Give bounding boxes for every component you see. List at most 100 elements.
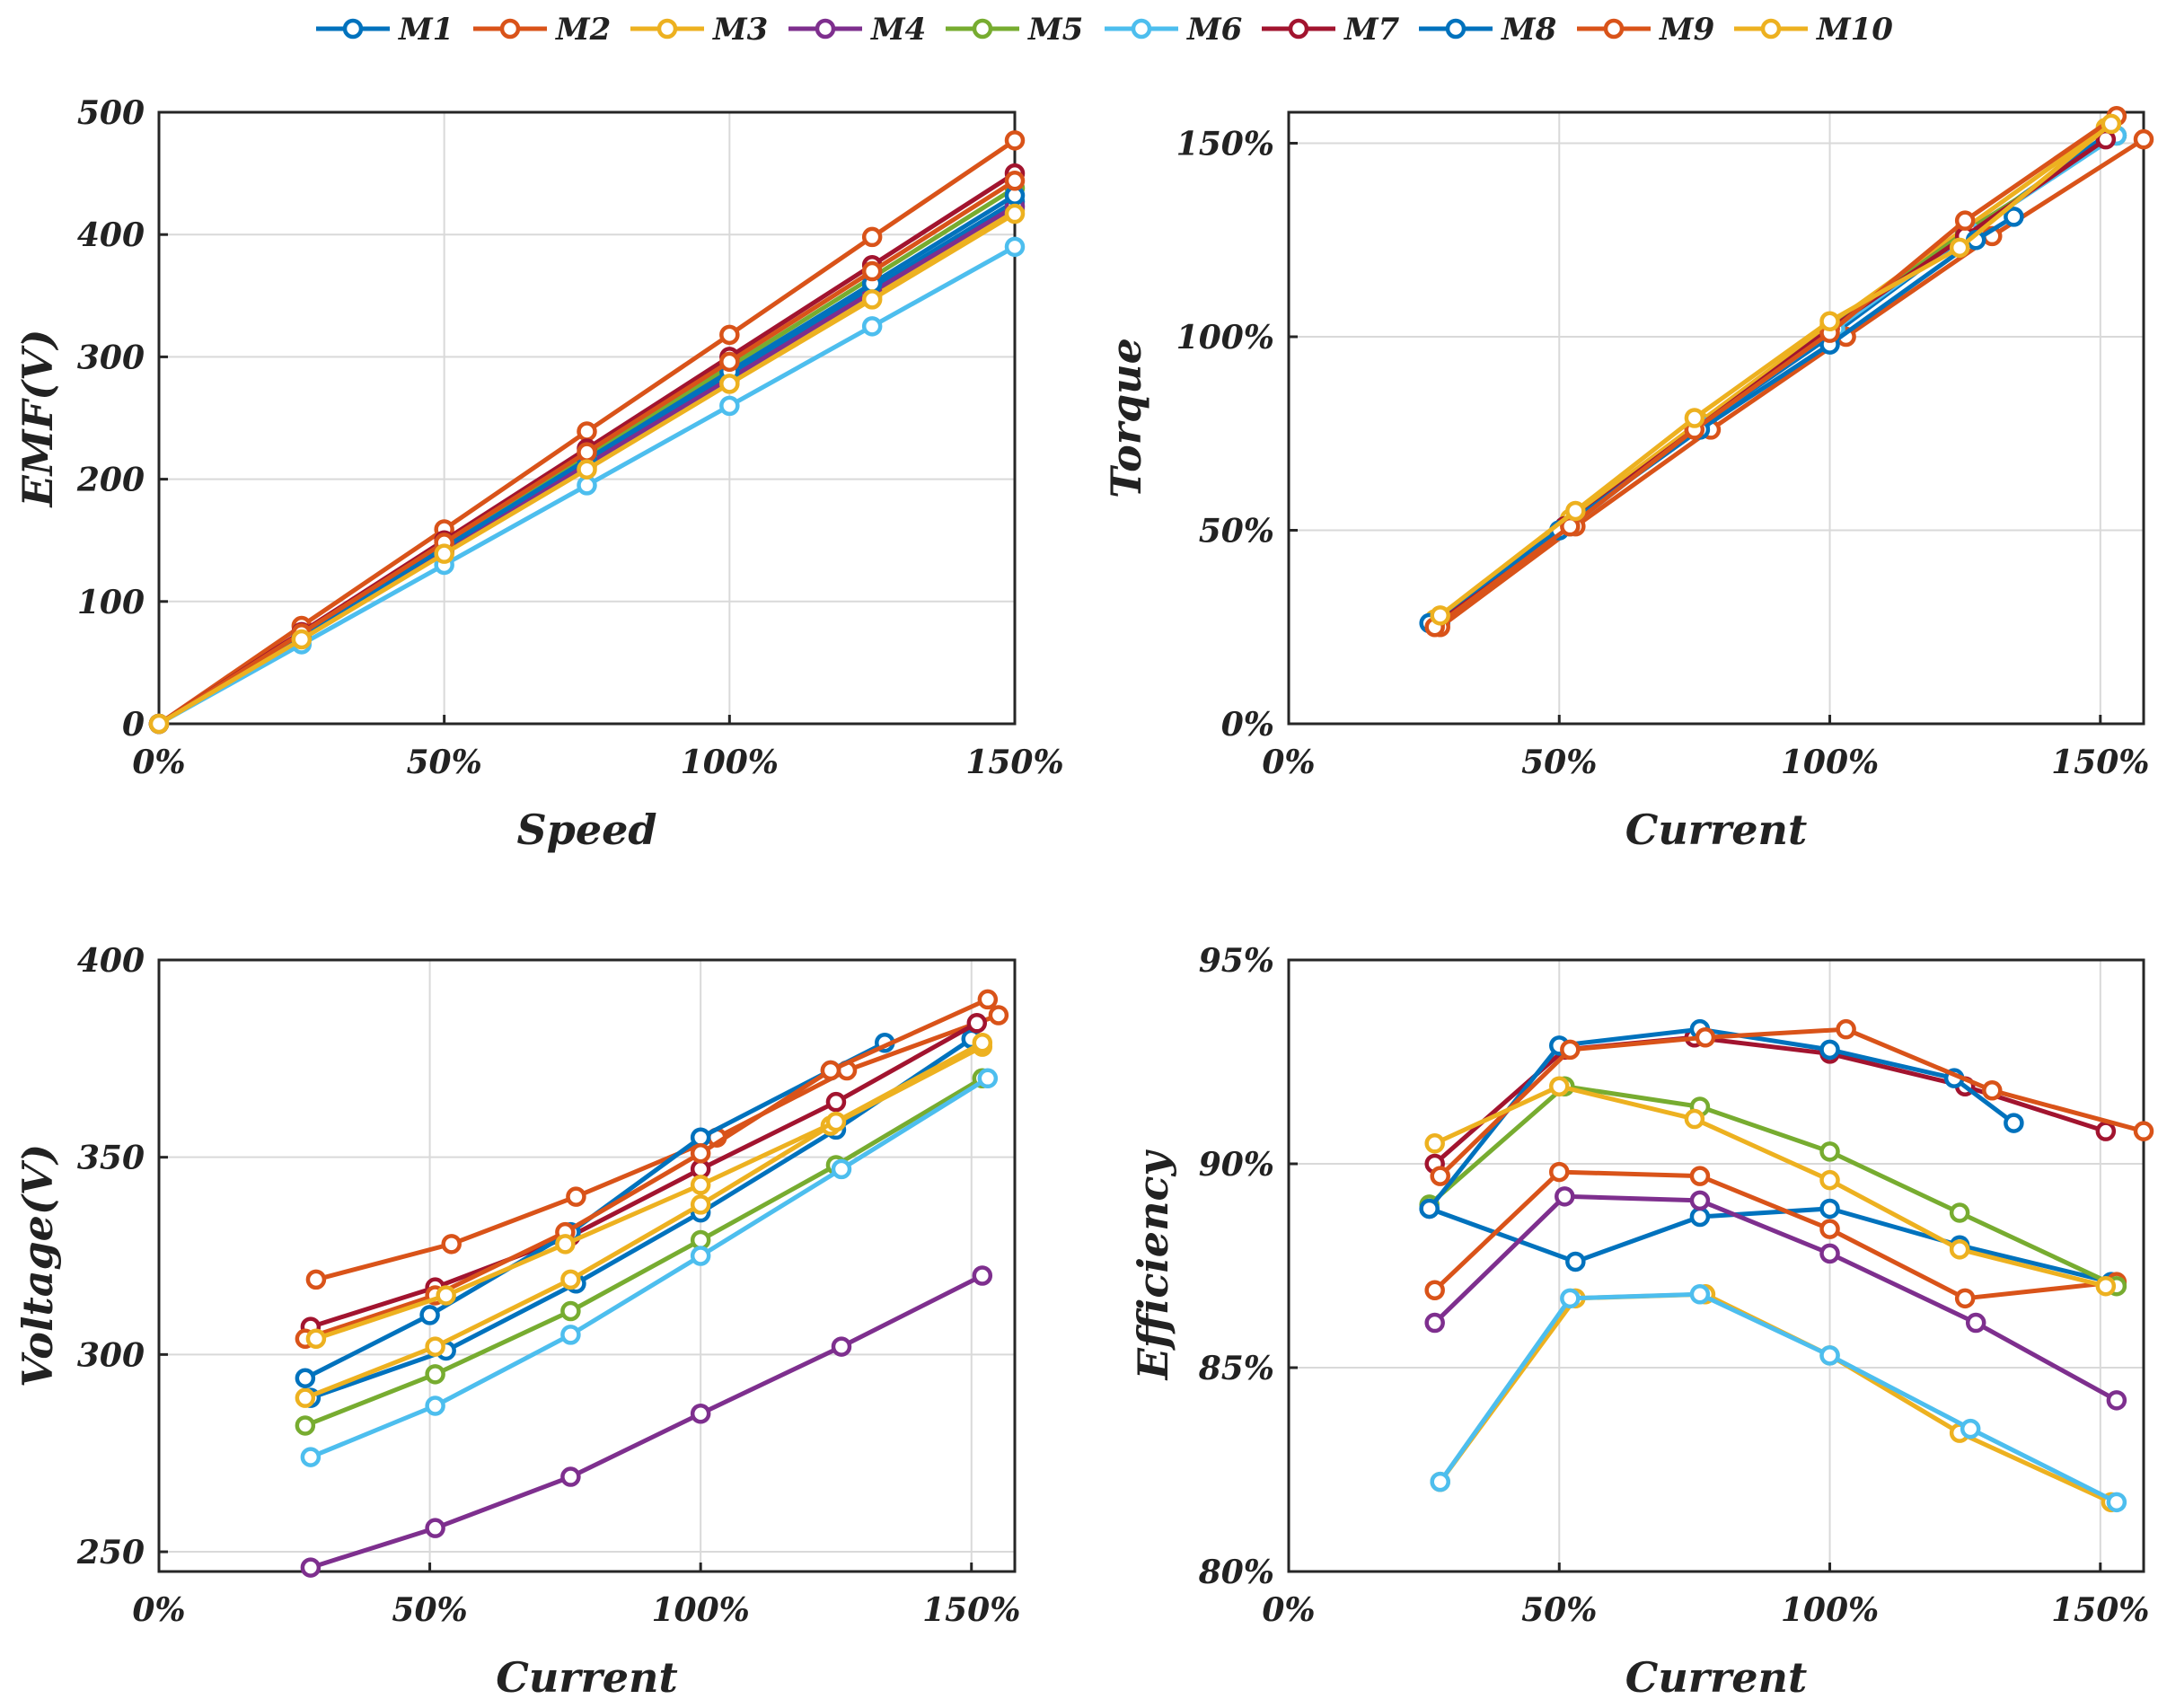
series-m10 <box>1430 113 2122 626</box>
data-point-m10 <box>1819 1169 1840 1191</box>
data-point-m4 <box>300 1557 321 1578</box>
data-point-m4 <box>972 1265 993 1286</box>
data-point-m4 <box>560 1466 581 1487</box>
y-tick-label: 500 <box>77 94 145 132</box>
data-point-m2 <box>861 226 883 248</box>
data-point-m9 <box>719 351 740 373</box>
series-line-m6 <box>1438 1291 2118 1505</box>
legend-item-m8: M8 <box>1419 12 1556 48</box>
series-line-m5 <box>304 1076 984 1428</box>
x-tick-label: 50% <box>1521 744 1597 781</box>
y-tick-label: 200 <box>76 462 145 499</box>
series-m2 <box>1430 128 2154 638</box>
series-line-m10 <box>315 1041 983 1342</box>
y-axis-label: Torque <box>1102 338 1150 498</box>
data-point-m9 <box>1004 171 1026 191</box>
x-tick-label: 0% <box>132 1591 185 1629</box>
legend-marker <box>972 18 993 40</box>
legend-marker <box>499 18 521 40</box>
x-tick-label: 150% <box>2051 744 2149 781</box>
series-m6 <box>300 1068 999 1467</box>
legend-label: M9 <box>1659 12 1714 48</box>
data-point-m10 <box>436 1285 456 1306</box>
data-point-m1 <box>1689 1206 1711 1228</box>
data-point-m9 <box>1836 1018 1856 1040</box>
data-point-m6 <box>425 1395 445 1416</box>
series-line-m2 <box>1439 137 2145 629</box>
data-point-m10 <box>1424 1133 1445 1154</box>
data-point-m8 <box>295 1368 316 1388</box>
data-point-m9 <box>577 442 597 462</box>
plot-frame <box>1287 958 2145 1573</box>
y-tick-label: 150% <box>1176 125 1274 163</box>
legend-label: M5 <box>1027 12 1083 48</box>
series-line-m3 <box>1433 126 2108 621</box>
data-point-m10 <box>690 1175 711 1195</box>
legend-label: M7 <box>1343 12 1400 48</box>
data-point-m9 <box>861 260 883 282</box>
x-tick-label: 100% <box>1781 1591 1879 1629</box>
y-tick-label: 0% <box>1221 706 1274 744</box>
series-line-m10 <box>1439 121 2113 618</box>
series-line-m7 <box>310 1021 979 1329</box>
data-point-m7 <box>966 1013 988 1034</box>
series-m2 <box>1424 1161 2127 1309</box>
y-tick-label: 50% <box>1199 512 1274 550</box>
emf-vs-speed-chart: 0% 50% 100% 150% 0 100 200 300 400 500 Speed EMF(V) <box>13 94 1064 854</box>
data-point-m7 <box>690 1158 711 1180</box>
x-axis-label: Speed <box>516 806 656 854</box>
data-point-m8 <box>2004 1113 2024 1133</box>
series-line-m2 <box>1432 1169 2118 1301</box>
plot-frame <box>157 958 1017 1573</box>
data-point-m10 <box>825 1111 847 1132</box>
series-line-m6 <box>309 1076 990 1459</box>
legend-label: M6 <box>1186 12 1242 48</box>
data-point-m8 <box>1419 1198 1440 1219</box>
data-point-m7 <box>825 1091 847 1113</box>
plot-frame <box>157 110 1017 726</box>
data-point-m8 <box>690 1127 711 1148</box>
y-tick-label: 300 <box>77 1336 145 1374</box>
data-point-m2 <box>988 1005 1009 1026</box>
legend: M1 M2 M3 M4 M5 M6 M7 M8 M9 M10 <box>316 12 1893 48</box>
legend-label: M10 <box>1816 12 1893 48</box>
data-point-m6 <box>1560 1288 1581 1309</box>
data-point-m8 <box>419 1305 440 1325</box>
data-point-m4 <box>1965 1312 1986 1334</box>
series-line-m7 <box>1433 1034 2107 1166</box>
legend-marker <box>1603 18 1625 40</box>
data-point-m3 <box>295 1387 316 1408</box>
data-point-m5 <box>1949 1202 1970 1223</box>
legend-item-m9: M9 <box>1577 12 1714 48</box>
legend-marker <box>815 18 836 40</box>
data-point-m10 <box>1549 1076 1570 1096</box>
y-axis-label: Voltage(V) <box>13 1144 62 1387</box>
legend-label: M8 <box>1501 12 1556 48</box>
y-tick-label: 250 <box>76 1534 145 1572</box>
y-tick-label: 400 <box>77 942 145 980</box>
data-point-m3 <box>560 1269 581 1290</box>
series-line-m2 <box>315 1013 1000 1282</box>
data-point-m10 <box>719 374 740 394</box>
series-line-m1 <box>310 1036 973 1401</box>
data-point-m10 <box>1949 237 1970 259</box>
legend-marker <box>1760 18 1782 40</box>
data-point-m2 <box>577 421 597 442</box>
data-point-m10 <box>148 713 170 735</box>
data-point-m5 <box>690 1229 711 1251</box>
y-tick-label: 300 <box>77 339 145 376</box>
data-point-m7 <box>2095 1121 2117 1141</box>
data-point-m2 <box>305 1269 327 1290</box>
legend-item-m1: M1 <box>316 12 454 48</box>
data-point-m9 <box>690 1143 711 1164</box>
data-point-m4 <box>1819 1243 1840 1264</box>
series-m7 <box>300 1013 988 1337</box>
series-line-m9 <box>1433 114 2118 629</box>
y-axis-label: EMF(V) <box>13 330 62 509</box>
x-axis-label: Current <box>496 1653 678 1702</box>
data-point-m6 <box>577 475 597 496</box>
data-point-m9 <box>1560 1039 1581 1061</box>
legend-item-m10: M10 <box>1734 12 1893 48</box>
series-line-m9 <box>1438 1026 2145 1178</box>
data-point-m4 <box>690 1404 711 1424</box>
